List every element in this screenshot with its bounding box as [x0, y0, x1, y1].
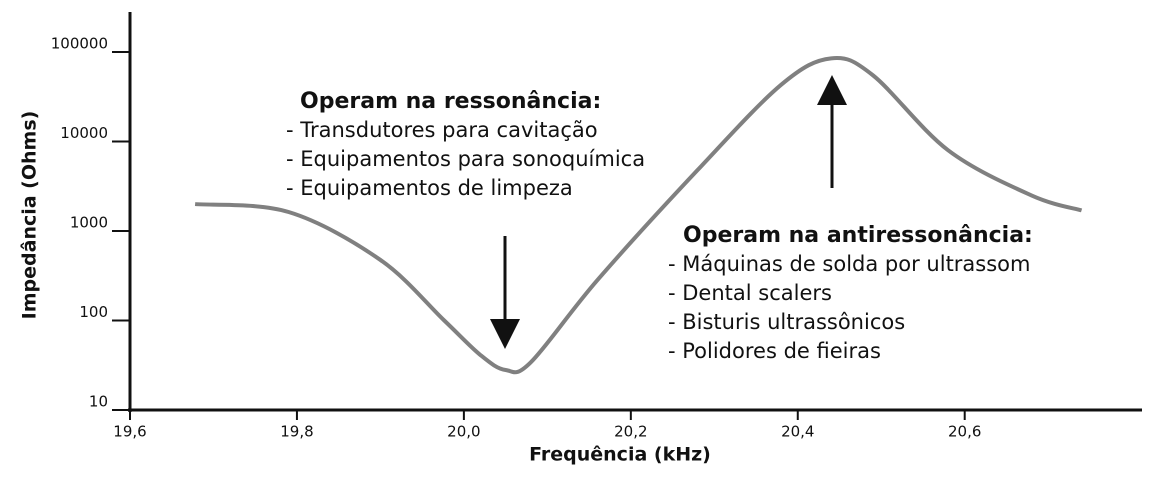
- annotation-item: - Equipamentos para sonoquímica: [286, 147, 645, 171]
- annotation-item: - Máquinas de solda por ultrassom: [668, 252, 1031, 276]
- annotation-item: - Bisturis ultrassônicos: [668, 310, 905, 334]
- x-tick-label: 19,8: [280, 423, 313, 441]
- annotation-item: - Polidores de fieiras: [668, 339, 881, 363]
- x-tick-label: 20,6: [948, 423, 981, 441]
- annotation-item: - Transdutores para cavitação: [286, 118, 598, 142]
- x-tick-label: 19,6: [113, 423, 146, 441]
- x-axis-title: Frequência (kHz): [529, 444, 711, 466]
- annotation-item: - Equipamentos de limpeza: [286, 176, 573, 200]
- y-axis-title: Impedância (Ohms): [19, 111, 41, 320]
- y-tick-label: 100: [79, 303, 108, 321]
- x-tick-label: 20,0: [447, 423, 480, 441]
- y-tick-label: 10000: [60, 124, 108, 142]
- y-tick-label: 100000: [51, 35, 108, 53]
- annotation-title: Operam na antiressonância:: [683, 223, 1033, 248]
- annotation-title: Operam na ressonância:: [300, 89, 601, 114]
- impedance-line: [194, 55, 1083, 375]
- x-tick-label: 20,2: [614, 423, 647, 441]
- annotation-item: - Dental scalers: [668, 281, 832, 305]
- x-tick-label: 20,4: [781, 423, 814, 441]
- y-tick-label: 1000: [70, 214, 108, 232]
- y-tick-label: 10: [89, 393, 108, 411]
